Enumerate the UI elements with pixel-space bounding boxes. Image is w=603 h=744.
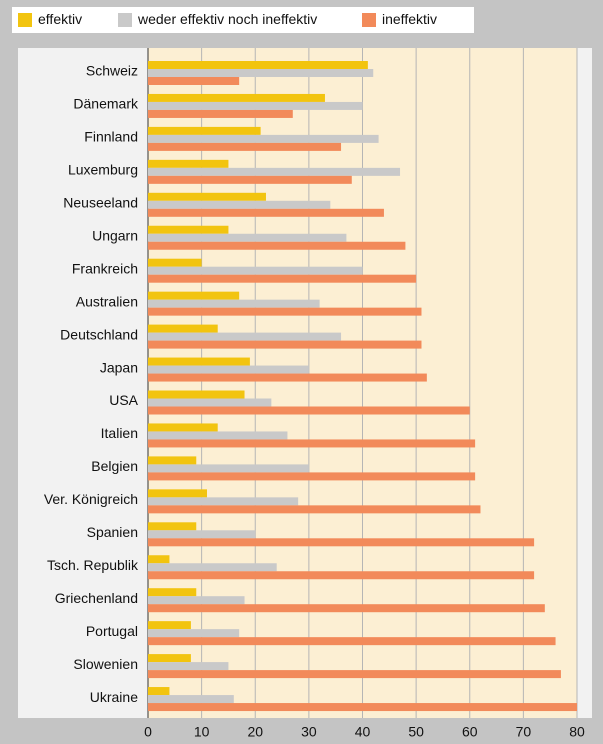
bar	[148, 670, 561, 679]
bar	[148, 563, 277, 572]
bar	[148, 654, 191, 663]
bar	[148, 538, 535, 547]
y-tick-label: Frankreich	[72, 260, 138, 276]
bar	[148, 225, 229, 234]
y-tick-label: Belgien	[91, 458, 138, 474]
bar	[148, 69, 374, 77]
bar	[148, 530, 256, 539]
bar	[148, 159, 229, 168]
bar	[148, 291, 240, 300]
bar	[148, 93, 325, 102]
y-tick-label: Slowenien	[73, 656, 138, 672]
x-tick-label: 80	[569, 724, 585, 740]
bar	[148, 61, 368, 69]
bar	[148, 703, 577, 712]
legend-swatch	[118, 13, 132, 27]
y-tick-label: Japan	[100, 359, 138, 375]
y-tick-label: Ungarn	[92, 227, 138, 243]
bar	[148, 629, 240, 638]
bar	[148, 241, 406, 250]
bar	[148, 604, 545, 613]
bar	[148, 307, 422, 316]
y-tick-label: Finnland	[84, 129, 138, 145]
bar	[148, 637, 556, 646]
y-tick-label: Portugal	[86, 623, 138, 639]
bar	[148, 406, 470, 415]
legend-label: ineffektiv	[382, 11, 437, 27]
bar	[148, 167, 401, 176]
bar	[148, 258, 202, 267]
bar	[148, 274, 417, 283]
x-tick-label: 70	[516, 724, 532, 740]
bar	[148, 101, 363, 110]
bar	[148, 77, 240, 85]
bar	[148, 134, 379, 143]
bar	[148, 398, 272, 407]
x-tick-label: 50	[408, 724, 424, 740]
bar	[148, 233, 347, 242]
legend-swatch	[18, 13, 32, 27]
bar	[148, 266, 363, 275]
y-tick-label: Dänemark	[73, 96, 139, 112]
x-tick-label: 30	[301, 724, 317, 740]
bar	[148, 505, 481, 514]
bar	[148, 555, 170, 564]
x-tick-label: 20	[247, 724, 263, 740]
x-tick-label: 10	[194, 724, 210, 740]
bar	[148, 695, 234, 704]
x-tick-label: 40	[355, 724, 371, 740]
bar	[148, 687, 170, 696]
bar	[148, 522, 197, 531]
x-tick-label: 0	[144, 724, 152, 740]
bar	[148, 390, 245, 399]
bar	[148, 588, 197, 597]
bar	[148, 431, 288, 440]
bar	[148, 456, 197, 465]
y-tick-label: Ver. Königreich	[44, 491, 138, 507]
bar	[148, 324, 218, 333]
bar	[148, 489, 207, 498]
y-tick-label: Luxemburg	[68, 162, 138, 178]
bar	[148, 423, 218, 432]
y-tick-label: Tsch. Republik	[47, 557, 139, 573]
bar	[148, 373, 427, 382]
bar	[148, 662, 229, 671]
y-tick-label: USA	[109, 392, 138, 408]
bar	[148, 365, 309, 374]
y-tick-label: Italien	[101, 425, 138, 441]
y-tick-label: Schweiz	[86, 63, 138, 79]
bar	[148, 497, 299, 506]
bar	[148, 596, 245, 605]
x-tick-label: 60	[462, 724, 478, 740]
legend-box	[12, 7, 474, 33]
bar	[148, 175, 352, 184]
bar	[148, 340, 422, 349]
legend-swatch	[362, 13, 376, 27]
bar	[148, 200, 331, 209]
bar	[148, 439, 476, 448]
bar	[148, 472, 476, 481]
bar	[148, 109, 293, 118]
y-tick-label: Australien	[76, 293, 138, 309]
legend-label: effektiv	[38, 11, 82, 27]
bar	[148, 192, 266, 201]
y-tick-label: Spanien	[87, 524, 138, 540]
y-tick-label: Neuseeland	[63, 195, 138, 211]
bar	[148, 571, 535, 580]
y-tick-label: Deutschland	[60, 326, 138, 342]
y-tick-label: Ukraine	[90, 689, 138, 705]
y-tick-label: Griechenland	[55, 590, 138, 606]
bar	[148, 464, 309, 473]
bar	[148, 142, 342, 151]
bar	[148, 332, 342, 341]
bar	[148, 621, 191, 630]
legend-label: weder effektiv noch ineffektiv	[137, 11, 317, 27]
bar	[148, 126, 261, 135]
bar	[148, 208, 384, 217]
bar	[148, 357, 250, 366]
bar	[148, 299, 320, 308]
